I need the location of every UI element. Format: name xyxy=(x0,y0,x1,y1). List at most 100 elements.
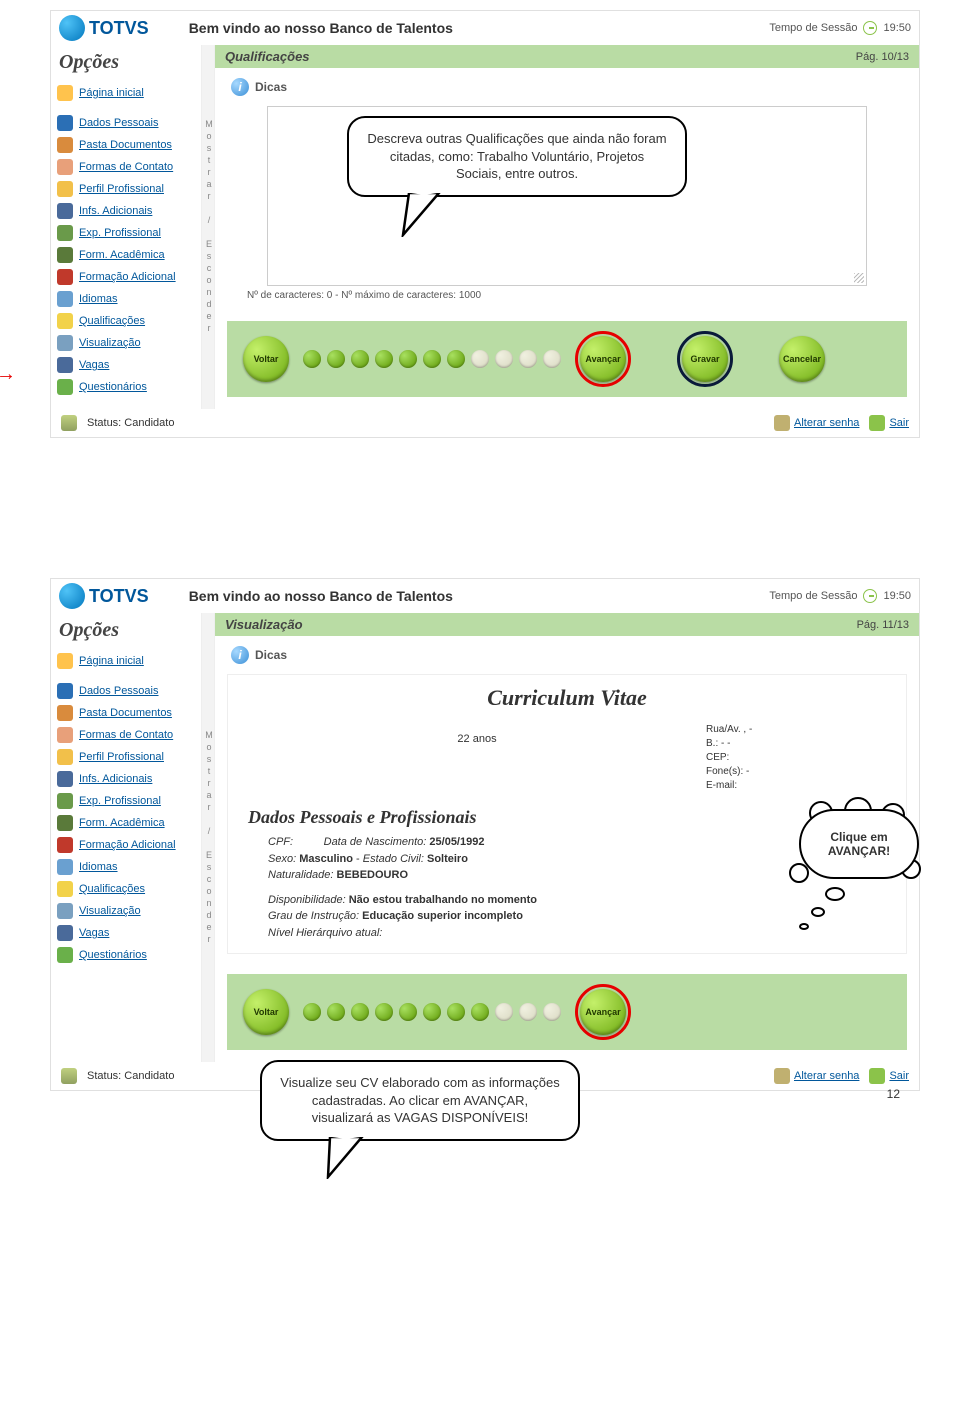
progress-dot xyxy=(495,1003,513,1021)
sair-link[interactable]: Sair xyxy=(869,415,909,431)
avancar-button[interactable]: Avançar xyxy=(580,989,626,1035)
sidebar-item-perfil[interactable]: Perfil Profissional xyxy=(55,178,197,200)
sidebar-item-home[interactable]: Página inicial xyxy=(55,650,197,672)
progress-dot xyxy=(519,1003,537,1021)
key-icon xyxy=(774,1068,790,1084)
app-window-2: TOTVS Bem vindo ao nosso Banco de Talent… xyxy=(50,578,920,1091)
sidebar-item-idiomas[interactable]: Idiomas xyxy=(55,856,197,878)
sidebar-item-label: Pasta Documentos xyxy=(79,707,172,719)
question-icon xyxy=(57,947,73,963)
sidebar-item-qualif[interactable]: Qualificações xyxy=(55,878,197,900)
brand-logo: TOTVS xyxy=(59,583,149,609)
alterar-senha-link[interactable]: Alterar senha xyxy=(774,415,859,431)
sidebar-item-label: Visualização xyxy=(79,337,141,349)
avancar-button[interactable]: Avançar xyxy=(580,336,626,382)
sidebar-item-label: Perfil Profissional xyxy=(79,183,164,195)
status-text: Status: Candidato xyxy=(87,1070,174,1082)
session-time: 19:50 xyxy=(883,22,911,34)
jobs-icon xyxy=(57,925,73,941)
cv-contact: Rua/Av. , - B.: - - CEP: Fone(s): - E-ma… xyxy=(706,723,886,793)
highlight-gravar: Gravar xyxy=(677,331,733,387)
sidebar-item-label: Questionários xyxy=(79,949,147,961)
sidebar-item-quest[interactable]: Questionários xyxy=(55,944,197,966)
sidebar-item-contato[interactable]: Formas de Contato xyxy=(55,724,197,746)
sidebar-item-idiomas[interactable]: Idiomas xyxy=(55,288,197,310)
sidebar-item-vagas[interactable]: Vagas xyxy=(55,922,197,944)
people-icon xyxy=(57,683,73,699)
welcome-text: Bem vindo ao nosso Banco de Talentos xyxy=(149,20,770,36)
sidebar-item-formad[interactable]: Formação Adicional xyxy=(55,266,197,288)
gravar-button[interactable]: Gravar xyxy=(682,336,728,382)
logo-icon xyxy=(59,583,85,609)
exp-icon xyxy=(57,225,73,241)
cpf-label: CPF: xyxy=(268,836,293,848)
progress-dot xyxy=(447,350,465,368)
sidebar-item-contato[interactable]: Formas de Contato xyxy=(55,156,197,178)
key-icon xyxy=(774,415,790,431)
session-label: Tempo de Sessão xyxy=(769,22,857,34)
sidebar-item-label: Página inicial xyxy=(79,87,144,99)
sidebar-item-form[interactable]: Form. Acadêmica xyxy=(55,812,197,834)
toggle-sidebar[interactable]: Mostrar / Esconder xyxy=(201,613,215,1062)
welcome-text: Bem vindo ao nosso Banco de Talentos xyxy=(149,588,770,604)
sidebar-item-dados[interactable]: Dados Pessoais xyxy=(55,680,197,702)
sidebar-item-label: Infs. Adicionais xyxy=(79,205,152,217)
note-icon xyxy=(57,313,73,329)
sidebar-item-vagas[interactable]: Vagas xyxy=(55,354,197,376)
voltar-button[interactable]: Voltar xyxy=(243,336,289,382)
nav-bar: Voltar Avançar Gravar Cancelar xyxy=(227,321,907,397)
session-info: Tempo de Sessão 19:50 xyxy=(769,21,911,35)
sidebar-item-exp[interactable]: Exp. Profissional xyxy=(55,790,197,812)
sidebar-item-quest[interactable]: Questionários xyxy=(55,376,197,398)
page-number: 12 xyxy=(887,1087,900,1101)
hints-row[interactable]: i Dicas xyxy=(227,74,907,106)
sidebar-item-qualif[interactable]: Qualificações xyxy=(55,310,197,332)
cloud-text: Clique em AVANÇAR! xyxy=(805,830,913,858)
sidebar-item-home[interactable]: Página inicial xyxy=(55,82,197,104)
grad-icon xyxy=(57,247,73,263)
callout-text: Descreva outras Qualificações que ainda … xyxy=(367,131,666,181)
home-icon xyxy=(57,85,73,101)
progress-dots xyxy=(303,350,561,368)
callout-tail-icon xyxy=(322,1137,372,1179)
sair-link[interactable]: Sair xyxy=(869,1068,909,1084)
voltar-button[interactable]: Voltar xyxy=(243,989,289,1035)
sidebar-item-exp[interactable]: Exp. Profissional xyxy=(55,222,197,244)
sidebar-item-label: Página inicial xyxy=(79,655,144,667)
callout-cloud: Clique em AVANÇAR! xyxy=(789,809,929,899)
sidebar-item-infs[interactable]: Infs. Adicionais xyxy=(55,200,197,222)
hints-label: Dicas xyxy=(255,648,287,662)
folder-icon xyxy=(57,705,73,721)
hints-row[interactable]: i Dicas xyxy=(227,642,907,674)
sidebar-item-pasta[interactable]: Pasta Documentos xyxy=(55,702,197,724)
header: TOTVS Bem vindo ao nosso Banco de Talent… xyxy=(51,11,919,45)
section-title: Visualização xyxy=(225,617,303,632)
sidebar-item-visual[interactable]: Visualização xyxy=(55,332,197,354)
cv-rua: Rua/Av. , - xyxy=(706,723,886,737)
sidebar-item-visual[interactable]: Visualização xyxy=(55,900,197,922)
cv-age: 22 anos xyxy=(248,723,706,793)
header: TOTVS Bem vindo ao nosso Banco de Talent… xyxy=(51,579,919,613)
sidebar-item-infs[interactable]: Infs. Adicionais xyxy=(55,768,197,790)
sidebar-title: Opções xyxy=(55,51,197,82)
exp-icon xyxy=(57,793,73,809)
sidebar-item-form[interactable]: Form. Acadêmica xyxy=(55,244,197,266)
toggle-sidebar[interactable]: Mostrar / Esconder xyxy=(201,45,215,409)
progress-dot xyxy=(447,1003,465,1021)
alterar-senha-link[interactable]: Alterar senha xyxy=(774,1068,859,1084)
sidebar-item-perfil[interactable]: Perfil Profissional xyxy=(55,746,197,768)
sidebar-item-label: Infs. Adicionais xyxy=(79,773,152,785)
logo-icon xyxy=(59,15,85,41)
nav-bar: Voltar Avançar xyxy=(227,974,907,1050)
pointer-arrow: → xyxy=(0,363,16,386)
resize-handle-icon[interactable] xyxy=(854,273,864,283)
sidebar-item-pasta[interactable]: Pasta Documentos xyxy=(55,134,197,156)
sidebar-item-label: Formação Adicional xyxy=(79,839,176,851)
sidebar-item-formad[interactable]: Formação Adicional xyxy=(55,834,197,856)
sidebar-item-label: Form. Acadêmica xyxy=(79,249,165,261)
sidebar-item-dados[interactable]: Dados Pessoais xyxy=(55,112,197,134)
cancelar-button[interactable]: Cancelar xyxy=(779,336,825,382)
cv-b: B.: - - xyxy=(706,737,886,751)
progress-dot xyxy=(399,350,417,368)
brand-text: TOTVS xyxy=(89,586,149,607)
